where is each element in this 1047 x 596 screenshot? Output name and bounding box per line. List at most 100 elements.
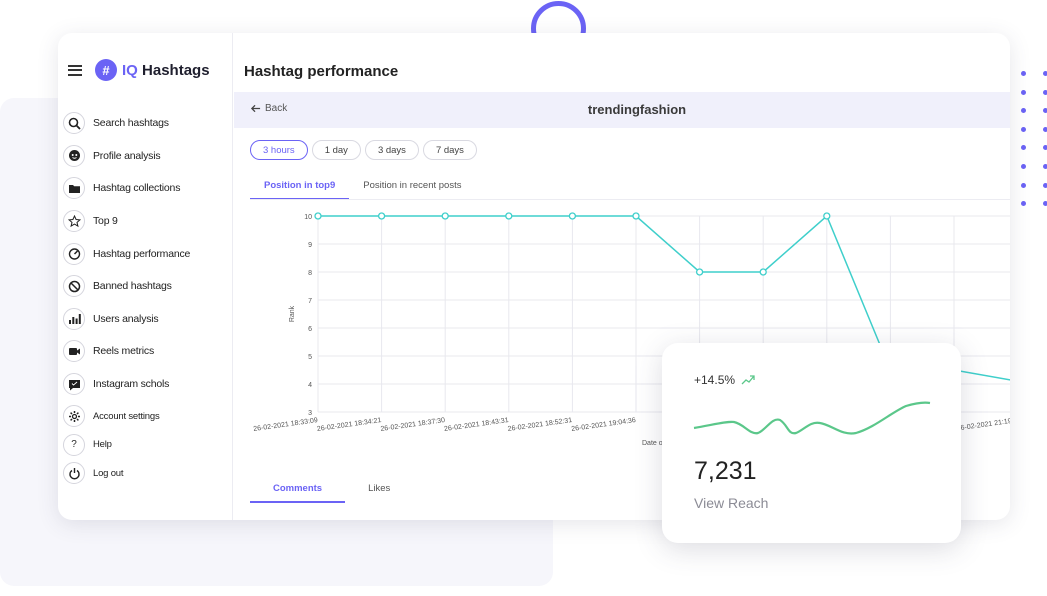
range-button-3-hours[interactable]: 3 hours bbox=[250, 140, 308, 160]
hashtag-name: trendingfashion bbox=[587, 102, 687, 117]
decorative-dot bbox=[1043, 71, 1047, 76]
reach-label: View Reach bbox=[694, 495, 769, 511]
sidebar-item-label: Top 9 bbox=[93, 215, 118, 228]
data-point bbox=[823, 212, 831, 220]
sidebar-item-label: Banned hashtags bbox=[93, 280, 172, 293]
decorative-dot bbox=[1043, 182, 1047, 188]
reach-value: 7,231 bbox=[694, 457, 757, 485]
sidebar-item-profile-analysis[interactable]: Profile analysis bbox=[63, 140, 231, 173]
tab-likes[interactable]: Likes bbox=[368, 483, 391, 494]
data-point bbox=[759, 268, 767, 276]
sidebar-item-hashtag-performance[interactable]: Hashtag performance bbox=[63, 237, 231, 270]
video-icon bbox=[63, 340, 85, 363]
data-point bbox=[632, 212, 640, 220]
folder-icon bbox=[63, 177, 85, 200]
decorative-dot bbox=[1043, 126, 1047, 132]
gear-icon bbox=[63, 405, 85, 428]
y-tick-label: 10 bbox=[304, 214, 312, 221]
trend-up-icon bbox=[741, 375, 755, 385]
sidebar-item-hashtag-collections[interactable]: Hashtag collections bbox=[63, 172, 231, 205]
sidebar-account-nav: Account settings ? Help Log out bbox=[63, 402, 231, 488]
range-button-1-day[interactable]: 1 day bbox=[311, 140, 361, 160]
bar-chart-icon bbox=[63, 307, 85, 330]
sidebar-nav: Search hashtags Profile analysis Hashtag c… bbox=[63, 107, 231, 400]
menu-icon[interactable] bbox=[68, 64, 82, 76]
brand-name: IQ Hashtags bbox=[122, 62, 210, 79]
y-tick-label: 6 bbox=[308, 326, 312, 333]
sidebar-item-label: Profile analysis bbox=[93, 149, 161, 162]
data-point bbox=[505, 212, 513, 220]
sidebar-item-search-hashtags[interactable]: Search hashtags bbox=[63, 107, 231, 140]
sidebar-item-label: Reels metrics bbox=[93, 345, 154, 358]
x-tick-label: 26-02-2021 18:52:31 bbox=[507, 417, 572, 433]
sidebar-item-label: Hashtag performance bbox=[93, 247, 191, 260]
tab-position-recent[interactable]: Position in recent posts bbox=[363, 180, 462, 191]
reach-change: +14.5% bbox=[694, 373, 755, 387]
decorative-dot bbox=[1043, 145, 1047, 151]
y-tick-label: 4 bbox=[308, 382, 312, 389]
y-axis-label: Rank bbox=[289, 305, 296, 322]
decorative-dot bbox=[1043, 108, 1047, 114]
reach-sparkline bbox=[693, 401, 931, 435]
x-axis-label: Date o bbox=[642, 440, 663, 447]
decorative-dot bbox=[1021, 89, 1026, 95]
decorative-dot bbox=[1021, 182, 1026, 188]
gauge-icon bbox=[63, 242, 85, 265]
brand-prefix: IQ bbox=[122, 61, 138, 79]
sidebar-item-label: Hashtag collections bbox=[93, 182, 181, 195]
data-point bbox=[695, 268, 704, 276]
sidebar: # IQ Hashtags Search hashtags Profile ana… bbox=[58, 33, 233, 520]
star-icon bbox=[63, 210, 85, 233]
sidebar-item-instagram-schols[interactable]: Instagram schols bbox=[63, 368, 231, 401]
sidebar-item-label: Log out bbox=[93, 467, 124, 479]
y-tick-label: 3 bbox=[308, 410, 312, 417]
ban-icon bbox=[63, 275, 85, 298]
range-button-3-days[interactable]: 3 days bbox=[364, 140, 419, 160]
search-icon bbox=[63, 112, 85, 135]
data-point bbox=[568, 212, 577, 220]
sidebar-item-label: Search hashtags bbox=[93, 117, 169, 130]
message-icon bbox=[63, 373, 85, 396]
x-tick-label: 26-02-2021 18:34:21 bbox=[317, 417, 382, 433]
decorative-dot bbox=[1021, 145, 1026, 151]
reach-card: +14.5% 7,231 View Reach bbox=[662, 343, 961, 543]
decorative-dot bbox=[1021, 108, 1026, 114]
tab-comments[interactable]: Comments bbox=[250, 477, 346, 503]
power-icon bbox=[63, 462, 85, 485]
back-button[interactable]: Back bbox=[250, 103, 287, 114]
decorative-dot bbox=[1021, 71, 1026, 76]
data-point bbox=[441, 212, 449, 220]
help-glyph: ? bbox=[71, 439, 77, 451]
tab-divider bbox=[250, 199, 1010, 200]
sidebar-item-top-9[interactable]: Top 9 bbox=[63, 205, 231, 238]
sidebar-item-help[interactable]: ? Help bbox=[63, 431, 231, 460]
tab-position-top9[interactable]: Position in top9 bbox=[250, 174, 350, 200]
y-tick-label: 9 bbox=[308, 242, 312, 249]
data-point bbox=[377, 212, 386, 220]
sidebar-item-banned-hashtags[interactable]: Banned hashtags bbox=[63, 270, 231, 303]
sidebar-item-label: Instagram schols bbox=[93, 378, 170, 391]
back-label: Back bbox=[265, 103, 288, 114]
arrow-left-icon bbox=[250, 104, 261, 113]
y-tick-label: 8 bbox=[308, 270, 312, 277]
page-title: Hashtag performance bbox=[244, 63, 399, 80]
range-button-7-days[interactable]: 7 days bbox=[422, 140, 477, 160]
sidebar-item-reels-metrics[interactable]: Reels metrics bbox=[63, 335, 231, 368]
y-tick-label: 5 bbox=[308, 354, 312, 361]
sidebar-item-label: Users analysis bbox=[93, 312, 159, 325]
decorative-dot bbox=[1043, 89, 1047, 95]
sidebar-item-account-settings[interactable]: Account settings bbox=[63, 402, 231, 431]
decorative-dot bbox=[1021, 201, 1026, 207]
sidebar-item-users-analysis[interactable]: Users analysis bbox=[63, 303, 231, 336]
help-icon: ? bbox=[63, 433, 85, 456]
x-tick-label: 26-02-2021 19:04:36 bbox=[571, 417, 636, 433]
decorative-dot-grid bbox=[1018, 66, 1047, 216]
profile-icon bbox=[63, 144, 85, 167]
logo-icon: # bbox=[95, 59, 117, 81]
chart-tabs: Position in top9 Position in recent post… bbox=[250, 174, 475, 200]
y-tick-label: 7 bbox=[308, 298, 312, 305]
x-tick-label: 26-02-2021 21:19:5 bbox=[956, 417, 1010, 432]
sidebar-item-label: Account settings bbox=[93, 410, 160, 422]
sidebar-item-log-out[interactable]: Log out bbox=[63, 459, 231, 488]
